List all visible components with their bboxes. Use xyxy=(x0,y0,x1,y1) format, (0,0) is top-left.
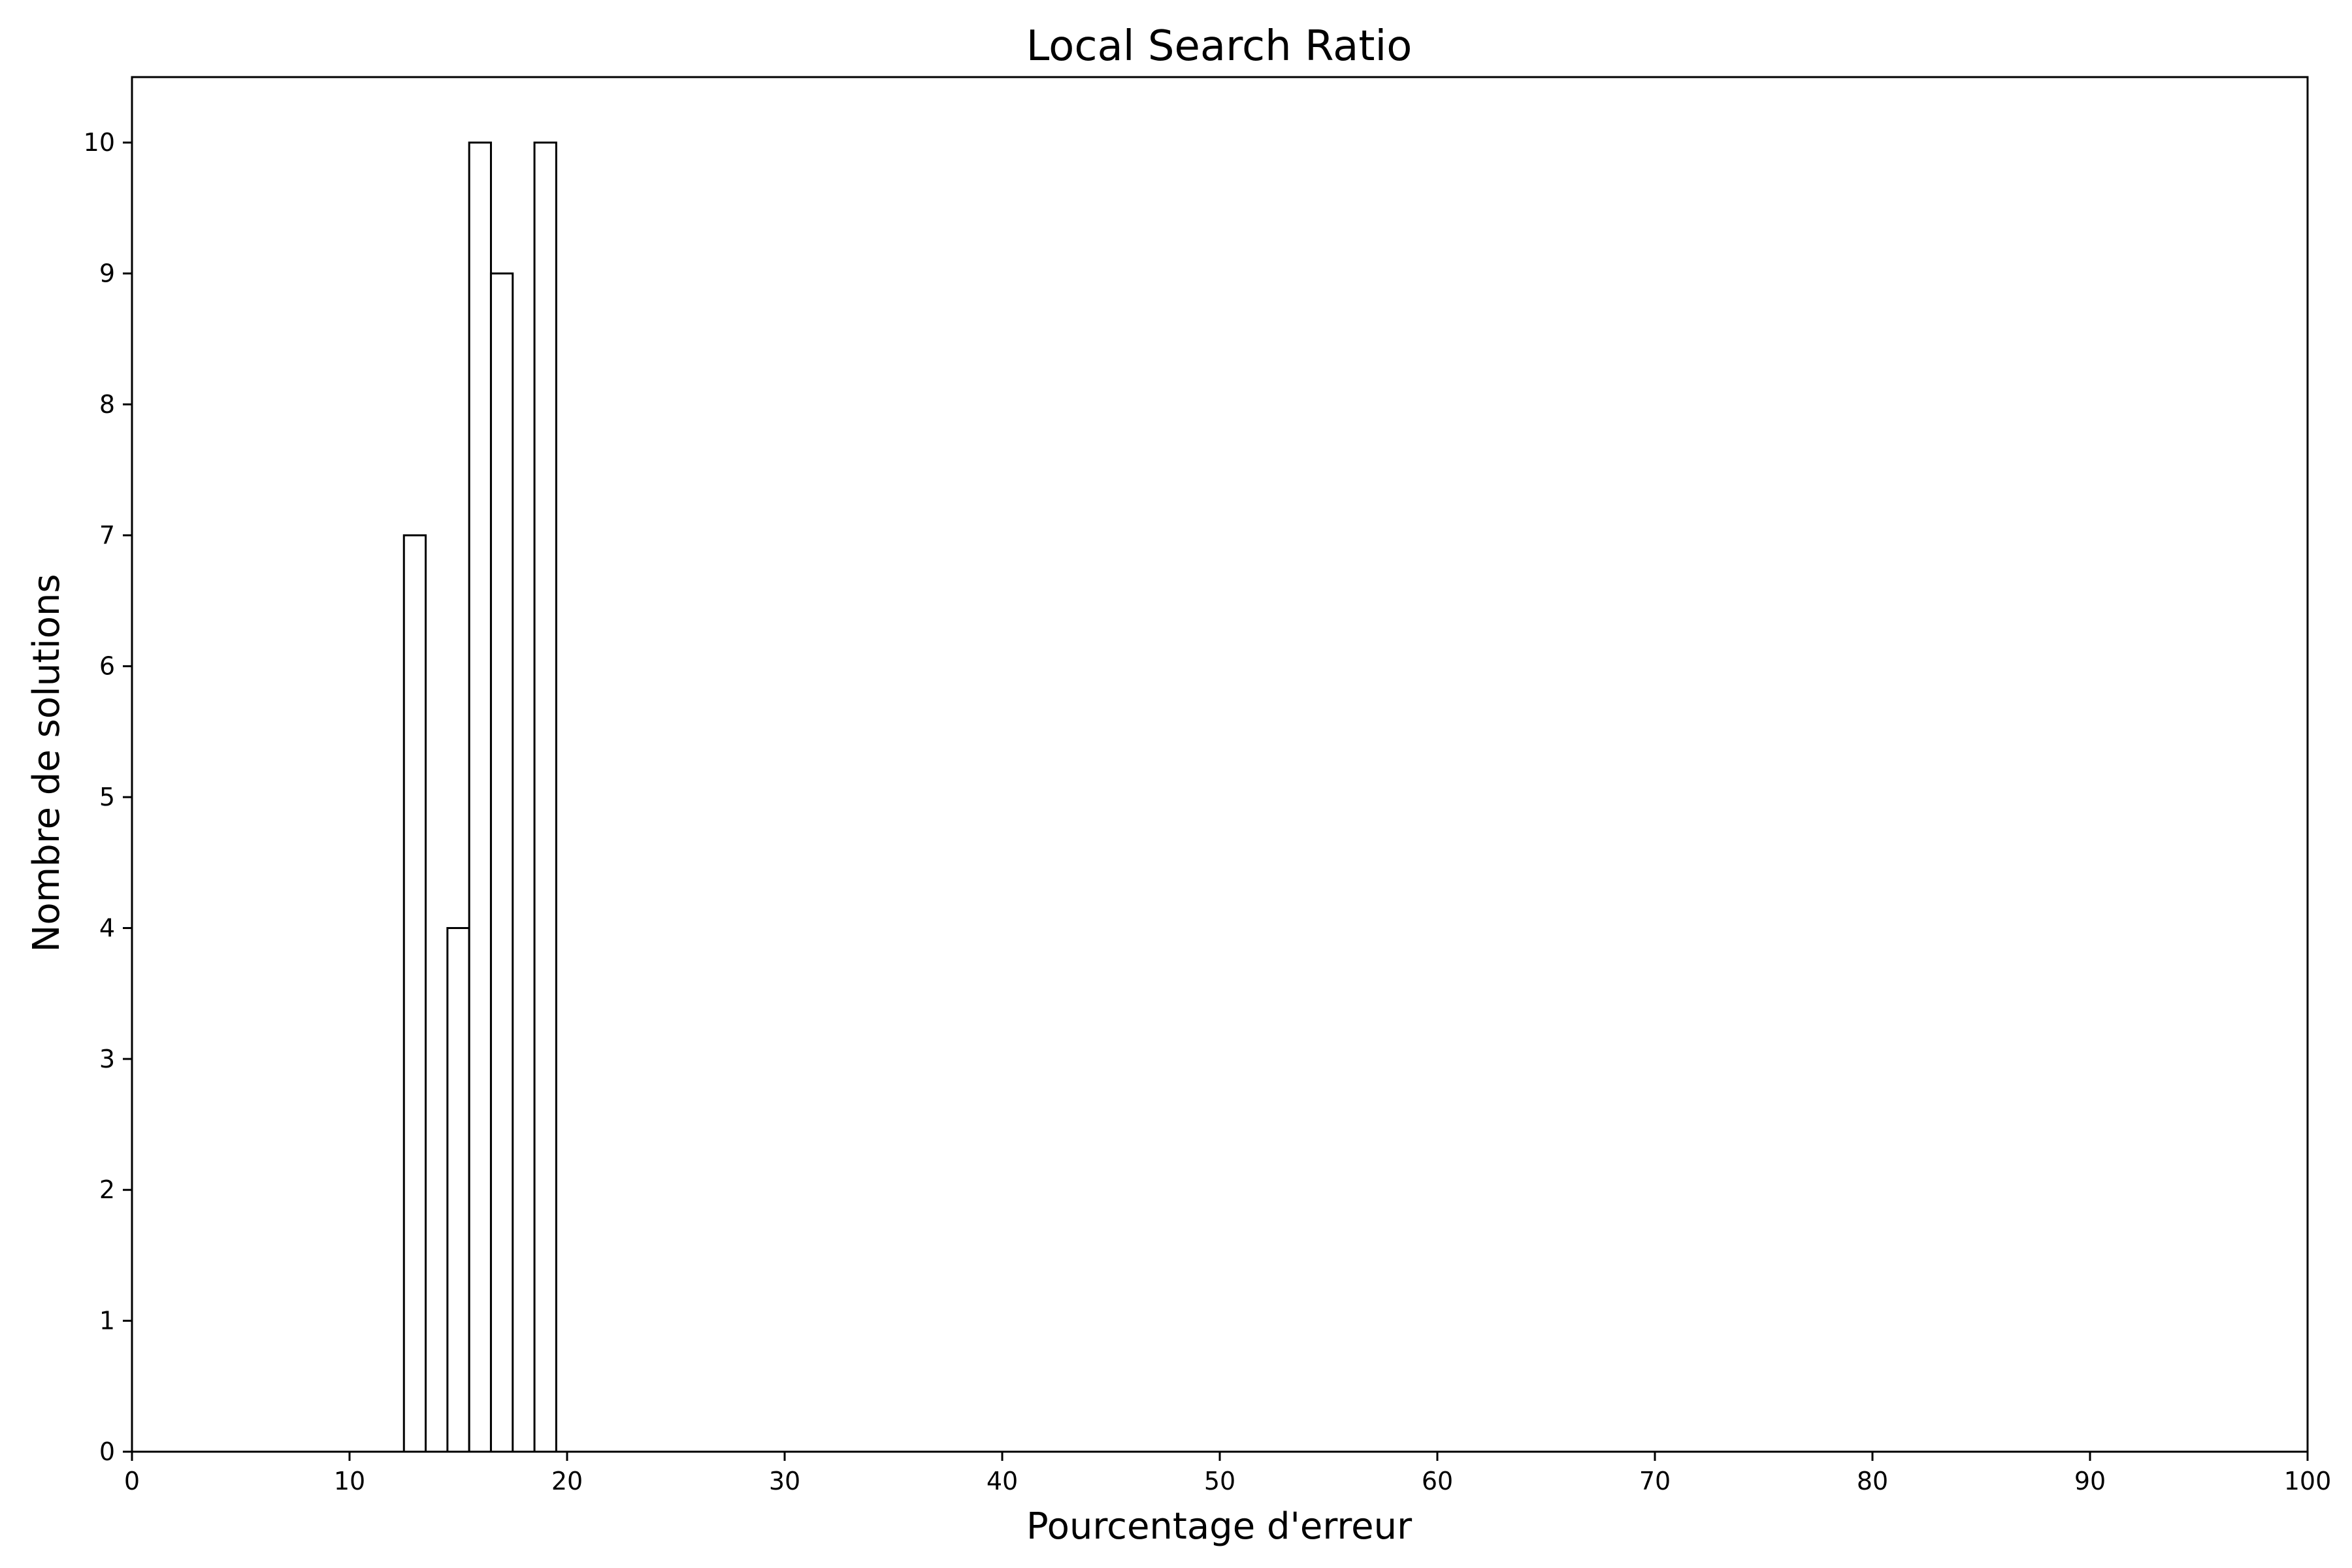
histogram-bar-0 xyxy=(402,534,427,1453)
x-tick-label-10: 100 xyxy=(2284,1467,2332,1495)
y-tick-label-1: 1 xyxy=(99,1307,115,1335)
histogram-bar-4 xyxy=(533,141,557,1453)
x-tick-label-3: 30 xyxy=(769,1467,800,1495)
axis-ticks: 0 10 20 30 40 50 60 70 80 90 100 0 1 2 3 4 5 6 7 8 9 10 xyxy=(84,128,2332,1495)
histogram-bar-3 xyxy=(489,272,514,1453)
y-tick-label-3: 3 xyxy=(99,1045,115,1073)
histogram-bar-1 xyxy=(446,926,470,1453)
y-tick-label-9: 9 xyxy=(99,259,115,288)
y-axis-label: Nombre de solutions xyxy=(25,574,68,952)
y-tick-label-5: 5 xyxy=(99,783,115,811)
x-tick-label-4: 40 xyxy=(987,1467,1018,1495)
x-tick-label-5: 50 xyxy=(1204,1467,1235,1495)
histogram-bar-2 xyxy=(468,141,492,1453)
x-tick-label-0: 0 xyxy=(124,1467,140,1495)
y-tick-label-2: 2 xyxy=(99,1175,115,1204)
x-tick-label-1: 10 xyxy=(334,1467,365,1495)
x-tick-label-8: 80 xyxy=(1857,1467,1888,1495)
y-tick-label-10: 10 xyxy=(84,128,115,157)
chart-title: Local Search Ratio xyxy=(1026,22,1413,71)
x-tick-label-7: 70 xyxy=(1639,1467,1671,1495)
x-axis-label: Pourcentage d'erreur xyxy=(1026,1505,1413,1548)
histogram-bars xyxy=(402,141,557,1453)
y-tick-label-6: 6 xyxy=(99,652,115,681)
y-tick-label-8: 8 xyxy=(99,390,115,419)
y-tick-label-7: 7 xyxy=(99,521,115,549)
x-tick-label-2: 20 xyxy=(551,1467,583,1495)
y-tick-label-4: 4 xyxy=(99,913,115,942)
x-tick-label-9: 90 xyxy=(2074,1467,2106,1495)
x-tick-label-6: 60 xyxy=(1422,1467,1453,1495)
plot-area-frame xyxy=(131,76,2309,1453)
y-tick-label-0: 0 xyxy=(99,1437,115,1466)
